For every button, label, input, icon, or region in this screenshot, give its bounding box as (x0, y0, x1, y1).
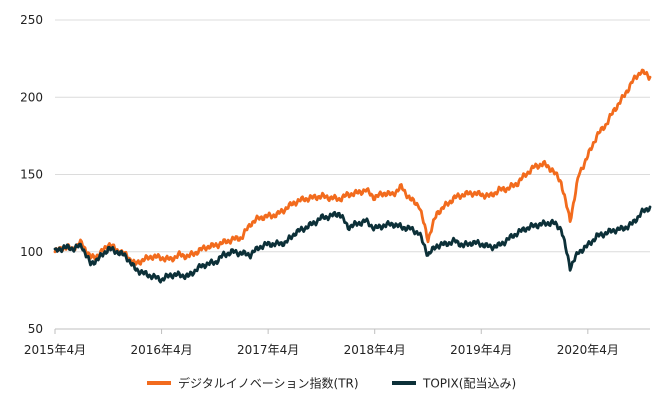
x-tick-label: 2018年4月 (344, 343, 406, 357)
y-tick-label: 50 (28, 322, 43, 336)
y-tick-label: 100 (20, 245, 43, 259)
y-tick-label: 150 (20, 168, 43, 182)
y-tick-labels: 50 100 150 200 250 (20, 13, 43, 336)
x-tick-label: 2017年4月 (237, 343, 299, 357)
x-tick-labels: 2015年4月 2016年4月 2017年4月 2018年4月 2019年4月 2020年… (24, 343, 619, 357)
y-tick-label: 200 (20, 90, 43, 104)
x-tick-label: 2019年4月 (450, 343, 512, 357)
series-line-1 (53, 205, 652, 284)
series-line-0 (53, 68, 652, 266)
legend-label: デジタルイノベーション指数(TR) (178, 376, 359, 391)
grid-lines (54, 19, 650, 334)
series-lines (53, 68, 652, 284)
x-tick-label: 2016年4月 (130, 343, 192, 357)
x-tick-label: 2020年4月 (557, 343, 619, 357)
legend-label: TOPIX(配当込み) (422, 377, 516, 391)
y-tick-label: 250 (20, 13, 43, 27)
x-tick-label: 2015年4月 (24, 343, 86, 357)
legend: デジタルイノベーション指数(TR) TOPIX(配当込み) (147, 376, 516, 391)
